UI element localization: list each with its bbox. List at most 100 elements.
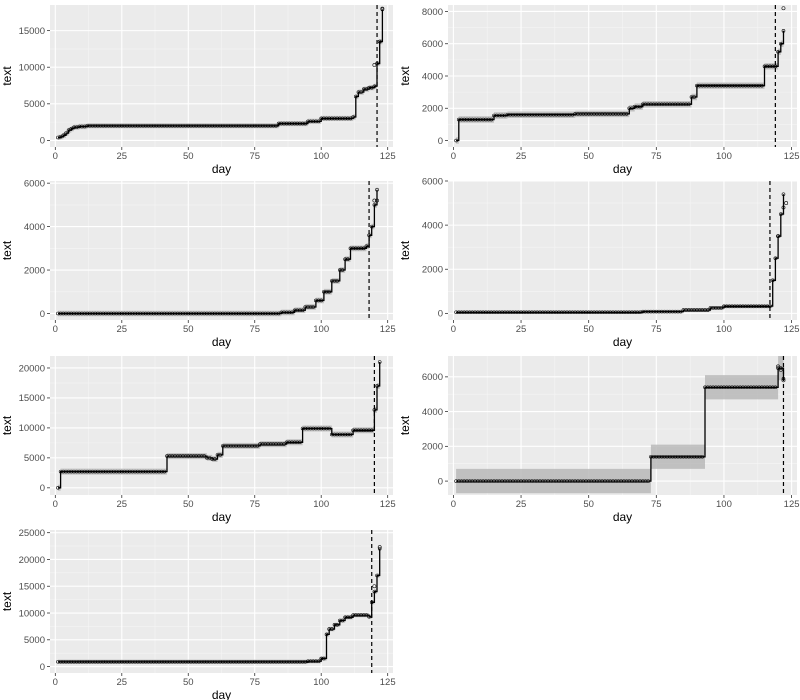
data-point [308,426,313,431]
data-point [250,123,254,128]
data-point [762,304,767,309]
data-point [503,479,507,483]
data-point [673,454,678,459]
data-point [56,311,60,316]
data-point [513,479,518,483]
data-point [551,112,556,117]
data-point [567,479,572,483]
data-point [462,479,467,483]
data-point [194,454,199,458]
data-point [354,613,358,617]
data-point [762,64,767,69]
data-point [630,479,634,483]
data-point [335,279,339,283]
x-axis-title: day [212,688,231,700]
x-tick-label: 75 [651,324,662,335]
data-point [359,90,363,94]
data-point [589,479,594,483]
data-point [218,123,222,128]
data-point [778,367,783,372]
data-point [80,311,84,316]
data-point [662,454,667,459]
data-point [135,311,140,316]
data-point [613,310,618,315]
chart-panel-2: 0 25 50 75 100 125 0 2000 4000 6000 8000 day text [398,5,800,176]
data-point [565,112,569,117]
data-point [730,304,734,309]
data-point [622,310,626,315]
y-axis-title: text [398,66,412,86]
data-point [330,627,334,631]
data-point [82,469,87,474]
data-point [356,90,361,94]
data-point [72,469,76,474]
data-point [170,311,175,316]
data-point [229,123,233,128]
data-point [90,659,95,664]
data-point [375,573,379,578]
data-point [197,123,201,128]
data-point [335,623,339,627]
x-axis-title: day [212,162,231,176]
data-point [303,121,308,126]
data-point [619,112,623,116]
data-point [521,310,526,315]
data-point [74,659,79,664]
data-point [678,309,683,314]
data-point [120,123,124,128]
data-point [489,117,494,122]
data-point [189,311,193,316]
data-point [266,123,270,128]
data-point [719,83,724,88]
data-point [292,308,297,313]
data-point [505,112,510,117]
data-point [266,311,270,316]
data-point [478,310,483,315]
x-tick-label: 125 [380,324,396,335]
data-point [244,444,249,448]
data-point [516,479,521,483]
data-point [760,304,764,309]
data-point [657,454,661,459]
data-point [268,659,273,664]
data-point [649,102,653,107]
data-point [681,102,686,107]
data-point [578,112,583,116]
data-point [311,426,316,431]
data-point [603,479,607,483]
data-point [484,479,488,483]
data-point [226,444,230,448]
data-point [768,385,772,390]
data-point [359,613,363,617]
data-point [260,659,265,664]
data-point [576,479,580,483]
data-point [776,364,780,369]
data-point [741,83,745,88]
data-point [263,123,268,128]
data-point [524,310,529,315]
data-point [377,39,382,44]
data-point [151,311,156,316]
x-tick-label: 25 [117,151,128,162]
data-point [743,304,748,309]
data-point [112,469,116,474]
data-point [608,310,613,315]
data-point [69,126,74,131]
data-point [375,384,379,388]
data-point [58,134,63,139]
data-point [258,123,262,128]
x-tick-label: 0 [451,151,456,162]
data-point [109,123,113,128]
data-point [380,6,385,11]
data-point [470,310,475,315]
data-point [481,117,485,122]
x-tick-label: 0 [451,499,456,510]
data-point [316,426,321,431]
data-point [351,613,355,617]
data-point [138,659,143,664]
data-point [298,440,302,445]
data-point [654,102,659,107]
data-point [327,426,331,431]
data-point [760,83,764,88]
data-point [162,311,167,316]
